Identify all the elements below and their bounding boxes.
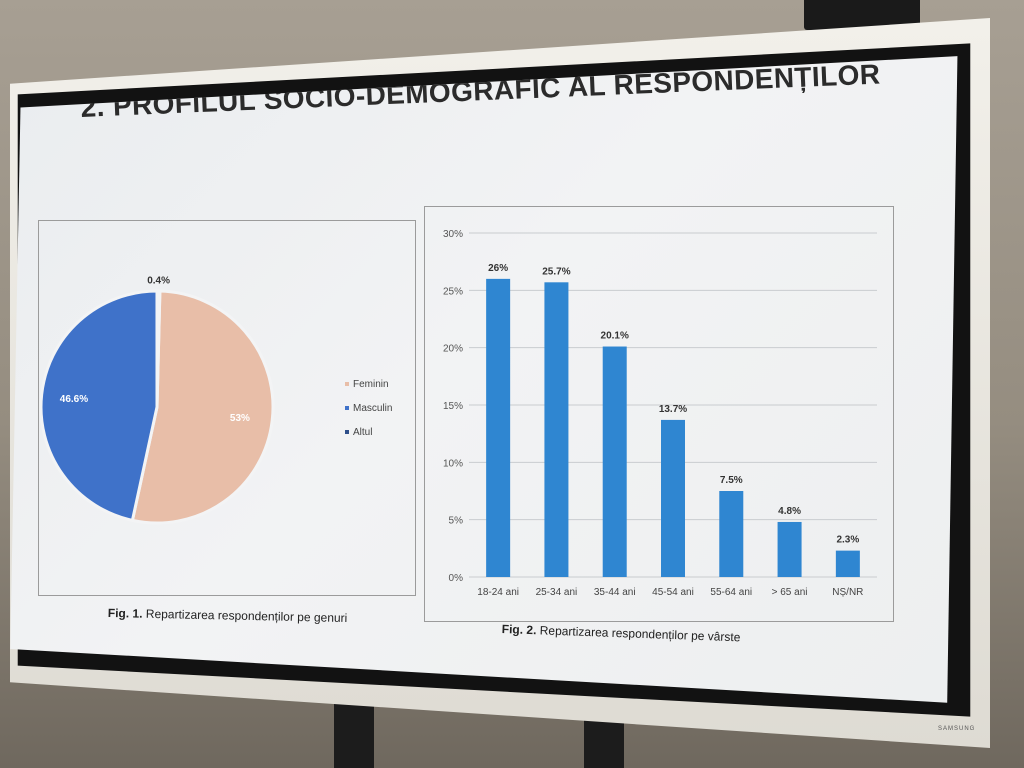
x-tick-label: 35-44 ani [594,587,636,598]
x-tick-label: 25-34 ani [536,587,578,598]
bar-data-label: 2.3% [836,535,859,546]
y-tick-label: 10% [443,458,463,469]
bar-data-label: 4.8% [778,506,801,517]
bar-data-label: 26% [488,263,508,274]
legend-item-masculin: Masculin [345,403,392,414]
bar-4 [719,491,744,577]
legend-item-altul: Altul [345,427,372,438]
y-tick-label: 0% [449,573,464,584]
legend-swatch-masculin [345,406,349,411]
pie-data-label-altul: 0.4% [147,275,170,286]
bar-3 [661,419,685,577]
bar-2 [602,346,627,577]
fig2-label: Fig. [501,622,524,637]
y-tick-label: 30% [443,229,463,240]
bar-6 [835,550,860,577]
bar-data-label: 13.7% [659,404,687,415]
bar-chart-panel: 0% 5% 10% 15% 20% 25% 30% 26% 18-24 ani 25.7% 25-3… [424,206,894,622]
x-tick-label: 55-64 ani [710,587,752,598]
pie-slice-altul [155,289,162,408]
fig1-caption: Fig. 1. Repartizarea respondenților pe g… [108,606,348,625]
legend-label-altul: Altul [353,427,373,438]
bar-0 [486,278,511,577]
bar-5 [777,521,802,577]
x-tick-label: NȘ/NR [832,587,863,598]
x-tick-label: 45-54 ani [652,587,694,598]
fig2-caption-text: Repartizarea respondenților pe vârste [539,623,741,645]
y-tick-label: 15% [443,401,463,412]
y-tick-label: 5% [449,516,464,527]
bar-1 [544,282,569,577]
fig1-number: 1. [132,606,143,621]
fig1-label: Fig. [107,606,130,621]
pie-chart: 53% 46.6% 0.4% [39,275,275,525]
bar-data-label: 25.7% [542,266,570,277]
pie-data-label-masculin: 46.6% [60,394,88,405]
x-tick-label: 18-24 ani [477,587,519,598]
legend-item-feminin: Feminin [345,379,389,390]
legend-label-feminin: Feminin [353,379,389,390]
fig2-caption: Fig. 2. Repartizarea respondenților pe v… [502,622,741,644]
pie-data-label-feminin: 53% [230,413,250,424]
legend-label-masculin: Masculin [353,403,393,414]
legend-swatch-altul [345,430,349,435]
legend-swatch-feminin [345,382,349,387]
y-tick-label: 20% [443,344,463,355]
fig2-number: 2. [526,622,537,638]
bar-data-label: 7.5% [720,475,743,486]
pie-slice-feminin [130,289,275,525]
pie-slice-masculin [39,289,159,523]
fig1-caption-text: Repartizarea respondenților pe genuri [145,606,348,626]
bar-chart: 0% 5% 10% 15% 20% 25% 30% 26% 18-24 ani 25.7% 25-3… [443,229,877,598]
y-tick-label: 25% [443,286,463,297]
bar-data-label: 20.1% [601,331,629,342]
pie-chart-panel: 53% 46.6% 0.4% Feminin Masculin Altul [38,220,416,596]
brand-logo: SAMSUNG [938,726,976,732]
x-tick-label: > 65 ani [772,587,808,598]
